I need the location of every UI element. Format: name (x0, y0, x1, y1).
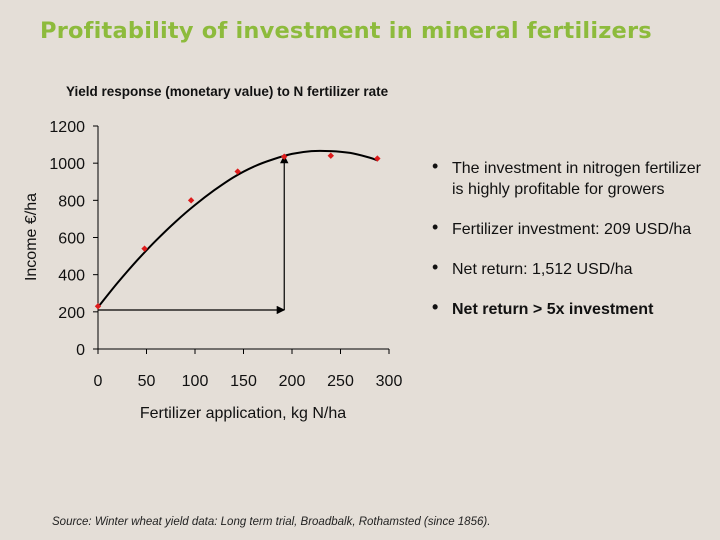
bullet-1: The investment in nitrogen fertilizer is… (430, 156, 715, 200)
x-tick-label: 150 (230, 373, 257, 390)
x-tick-label: 200 (279, 373, 306, 390)
fit-curve (97, 149, 378, 308)
data-point (187, 197, 195, 204)
y-tick-label: 0 (76, 342, 85, 359)
x-tick-label: 250 (327, 373, 354, 390)
bullet-4: Net return > 5x investment (430, 297, 715, 320)
x-axis-label: Fertilizer application, kg N/ha (140, 405, 346, 422)
y-tick-label: 1200 (49, 119, 85, 136)
tick-labels: 0 200 400 600 800 1000 1200 0 50 100 150 200 250 300 (49, 119, 402, 390)
y-tick-label: 800 (58, 193, 85, 210)
fit-curve-group (97, 149, 378, 308)
bullet-3: Net return: 1,512 USD/ha (430, 257, 715, 280)
y-tick-label: 400 (58, 268, 85, 285)
y-tick-label: 200 (58, 305, 85, 322)
x-tick-label: 100 (182, 373, 209, 390)
x-tick-label: 0 (94, 373, 103, 390)
slide-title: Profitability of investment in mineral f… (40, 18, 652, 44)
chart-title: Yield response (monetary value) to N fer… (66, 84, 389, 99)
data-point (141, 245, 148, 252)
data-point (234, 168, 241, 175)
data-point (327, 152, 334, 159)
x-tick-label: 300 (376, 373, 403, 390)
bullet-list: The investment in nitrogen fertilizer is… (430, 156, 715, 339)
x-tick-label: 50 (138, 373, 156, 390)
data-points (94, 152, 381, 310)
y-axis-label: Income €/ha (23, 193, 40, 281)
data-point (281, 153, 288, 160)
y-tick-label: 1000 (49, 156, 85, 173)
y-tick-label: 600 (58, 231, 85, 248)
bullet-2: Fertilizer investment: 209 USD/ha (430, 217, 715, 240)
chart-axes (93, 125, 390, 354)
source-note: Source: Winter wheat yield data: Long te… (52, 516, 491, 528)
data-point (94, 303, 102, 310)
annotation-arrows (98, 154, 289, 315)
data-point (374, 155, 381, 162)
